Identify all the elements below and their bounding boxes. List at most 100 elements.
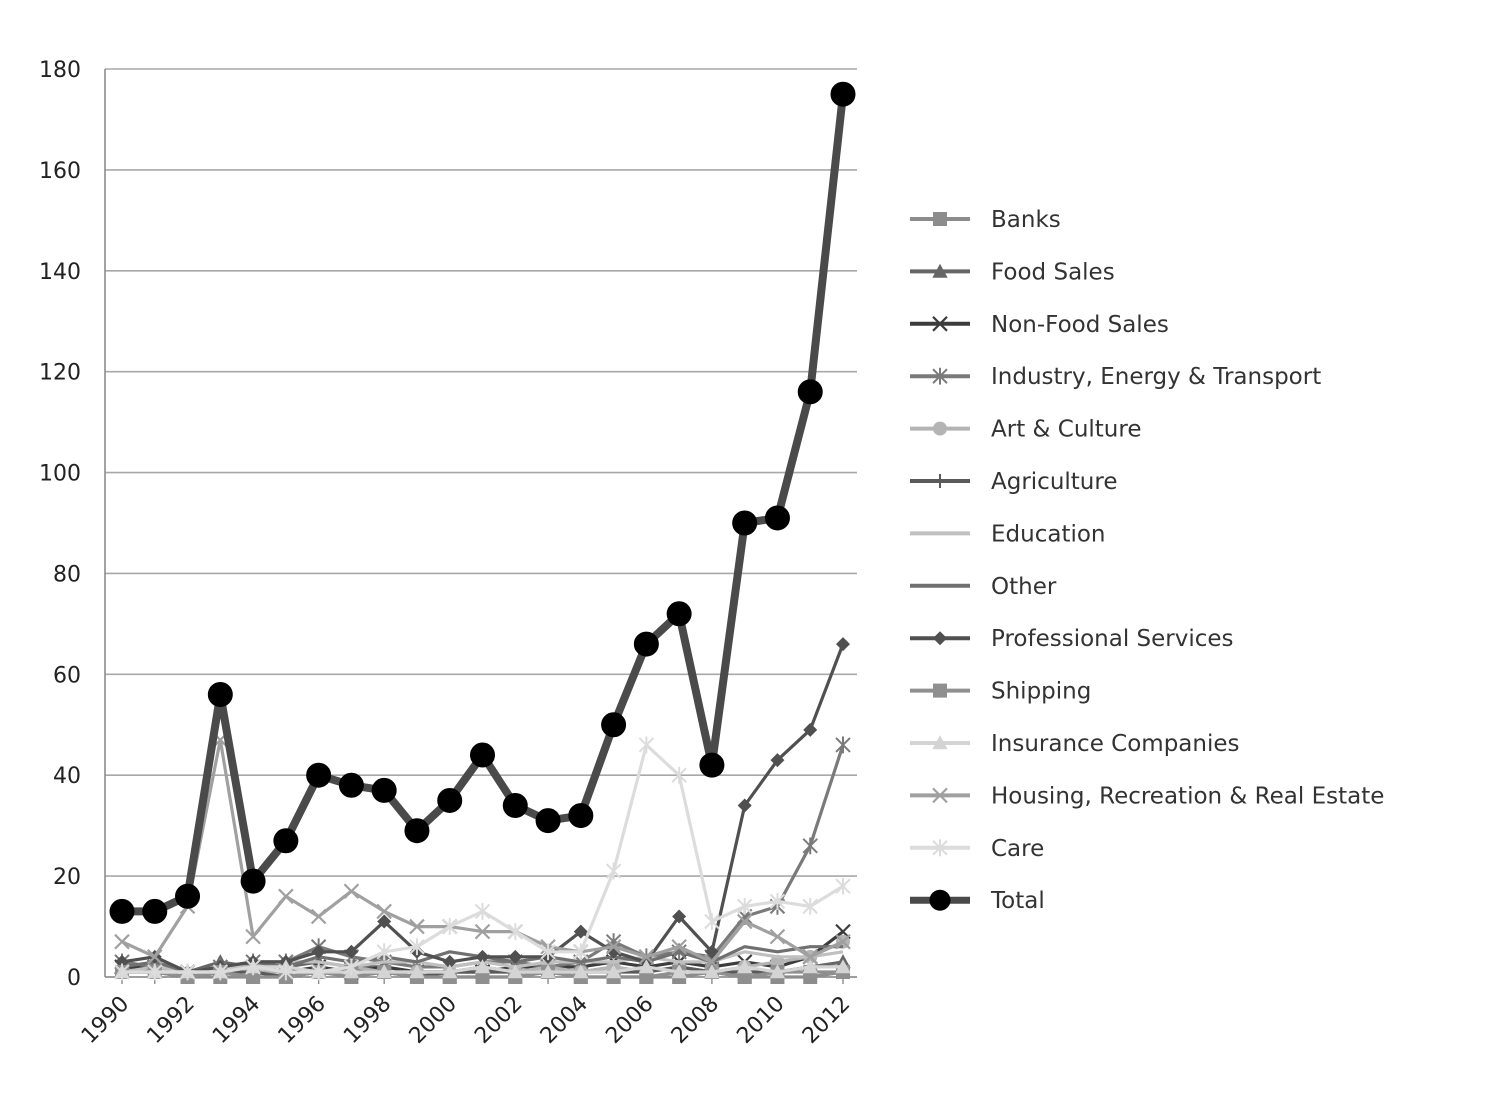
legend-label: Education [991, 521, 1106, 547]
data-point [736, 897, 753, 915]
data-point [474, 959, 491, 974]
data-point [142, 898, 168, 924]
data-point [507, 923, 523, 940]
data-point [475, 949, 490, 964]
data-point [207, 682, 233, 708]
data-point [671, 964, 687, 979]
data-point [932, 316, 948, 332]
legend-item: Housing, Recreation & Real Estate [910, 783, 1384, 809]
data-point [409, 938, 425, 956]
data-point [933, 683, 947, 698]
data-point [605, 938, 622, 955]
legend-label: Care [991, 836, 1044, 862]
data-point [737, 798, 752, 813]
series-line [121, 744, 845, 974]
x-tick-label: 2000 [405, 992, 462, 1049]
data-point [114, 963, 130, 981]
data-point [147, 963, 163, 981]
data-point [932, 735, 948, 750]
legend: Banks Food Sales Non-Food Sales Industry, E… [910, 207, 1384, 914]
legend-label: Shipping [991, 679, 1091, 705]
y-tick-label: 160 [39, 159, 81, 184]
legend-label: Food Sales [991, 259, 1115, 285]
data-point [573, 964, 589, 979]
data-point [245, 928, 261, 945]
series-line [122, 93, 847, 916]
data-point [376, 903, 392, 920]
data-point [836, 637, 850, 652]
legend-item: Education [910, 521, 1106, 547]
x-tick-label: 2008 [667, 992, 724, 1049]
data-point [475, 970, 490, 984]
data-point [409, 918, 425, 935]
legend-label: Non-Food Sales [991, 312, 1169, 338]
x-tick-label: 1992 [143, 992, 200, 1049]
data-point [835, 736, 851, 754]
data-point [737, 970, 752, 984]
legend-item: Other [910, 574, 1057, 600]
legend-item: Insurance Companies [910, 731, 1240, 757]
data-point [932, 787, 948, 804]
legend-label: Professional Services [991, 626, 1234, 652]
data-point [769, 892, 786, 910]
series-housing-recreation-real-estate [114, 732, 851, 970]
data-point [736, 913, 753, 930]
series-line [122, 743, 844, 974]
data-point [830, 81, 856, 107]
x-tick-label: 1994 [208, 992, 265, 1049]
x-tick-label: 2012 [798, 992, 855, 1049]
y-tick-label: 140 [39, 260, 81, 285]
data-point [933, 631, 947, 646]
y-tick-label: 80 [53, 562, 81, 587]
series-care [114, 736, 851, 981]
data-point [311, 944, 326, 959]
data-point [638, 949, 655, 965]
data-point [933, 421, 947, 436]
data-point [638, 736, 655, 754]
data-point [932, 839, 948, 857]
data-point [835, 933, 851, 950]
data-point [568, 803, 594, 829]
y-tick-label: 180 [39, 58, 81, 83]
data-point [376, 943, 392, 961]
y-tick-label: 100 [39, 462, 81, 487]
legend-label: Other [991, 574, 1057, 600]
legend-item: Professional Services [910, 626, 1234, 652]
data-point [474, 923, 491, 940]
y-tick-label: 40 [53, 764, 81, 789]
legend-item: Agriculture [910, 469, 1118, 495]
x-tick-label: 2002 [470, 992, 527, 1049]
legend-item: Food Sales [910, 259, 1115, 285]
data-point [736, 959, 753, 974]
data-point [310, 908, 327, 925]
data-point [306, 762, 332, 788]
data-point [437, 787, 463, 813]
x-tick-label: 2006 [601, 992, 658, 1049]
x-tick-label: 1998 [339, 992, 396, 1049]
data-point [732, 510, 758, 536]
data-point [409, 964, 425, 979]
data-point [540, 964, 556, 979]
data-point [442, 964, 458, 979]
data-point [704, 913, 720, 930]
data-point [797, 379, 823, 405]
data-point [929, 889, 951, 911]
series-lines [109, 81, 856, 984]
legend-item: Non-Food Sales [910, 312, 1169, 338]
data-point [671, 938, 687, 955]
data-point [535, 808, 561, 834]
data-point [245, 958, 261, 976]
data-point [704, 964, 720, 979]
x-tick-label: 2004 [536, 992, 593, 1049]
data-point [932, 263, 948, 278]
data-point [605, 964, 622, 979]
data-point [769, 928, 786, 945]
legend-label: Total [990, 888, 1045, 914]
data-point [146, 949, 163, 965]
data-point [540, 943, 556, 961]
legend-label: Insurance Companies [991, 731, 1240, 757]
data-point [442, 954, 457, 969]
data-point [109, 898, 135, 924]
data-point [769, 964, 786, 979]
